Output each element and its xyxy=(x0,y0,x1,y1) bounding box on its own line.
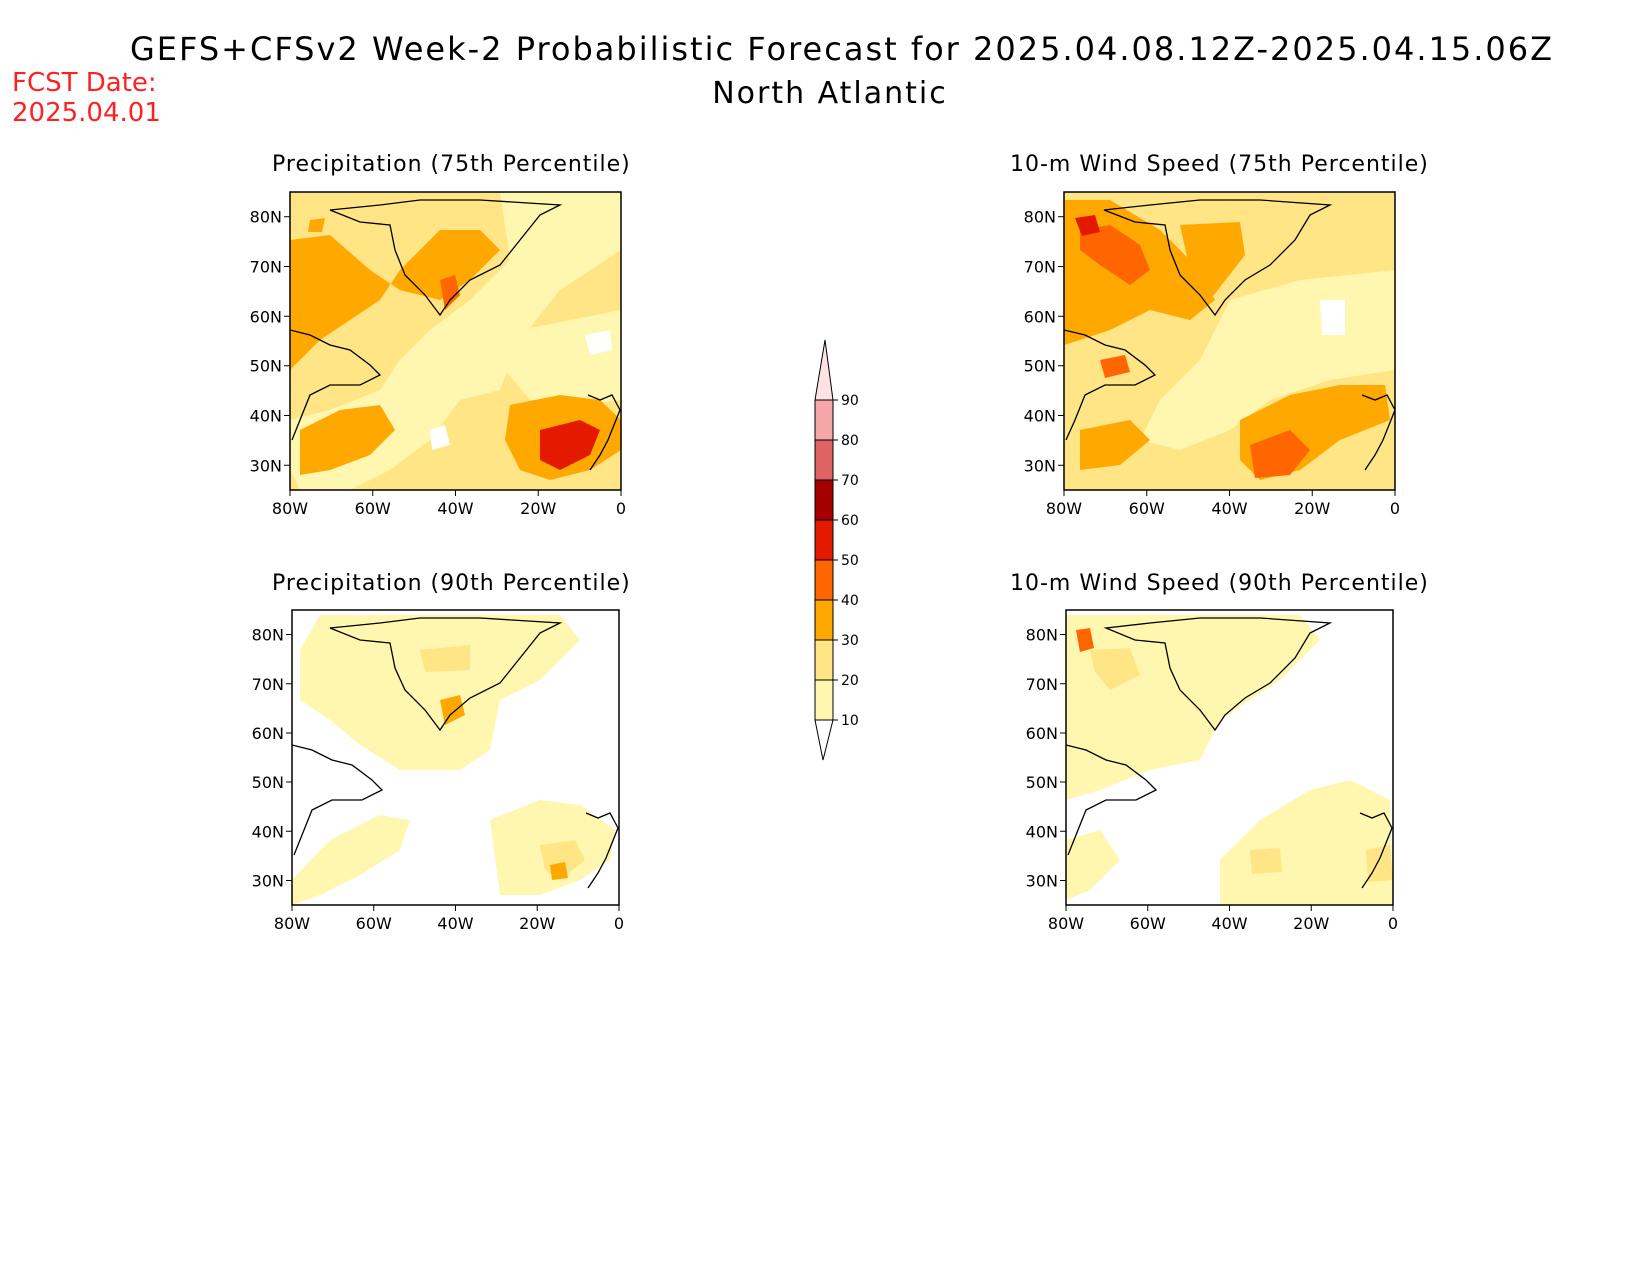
colorbar-label: 10 xyxy=(841,713,859,729)
lat-label: 50N xyxy=(1024,357,1056,376)
lon-label: 20W xyxy=(1294,499,1330,518)
coastlines xyxy=(290,199,1395,889)
colorbar-swatch xyxy=(814,519,834,561)
region-subtitle: North Atlantic xyxy=(712,76,948,111)
lat-label: 70N xyxy=(250,258,282,277)
lon-label: 60W xyxy=(1129,499,1165,518)
colorbar-label: 70 xyxy=(841,473,859,489)
lat-label: 30N xyxy=(1024,456,1056,475)
lat-label: 40N xyxy=(250,407,282,426)
forecast-date-value: 2025.04.01 xyxy=(12,98,161,128)
map-frame-precip-90 xyxy=(291,609,620,906)
colorbar-label: 90 xyxy=(841,393,859,409)
lon-label: 0 xyxy=(616,499,626,518)
lat-label: 40N xyxy=(1026,822,1058,841)
colorbar-label: 30 xyxy=(841,633,859,649)
lat-label: 30N xyxy=(1026,872,1058,891)
map-wind-90 xyxy=(1066,610,1393,905)
lon-label: 20W xyxy=(520,499,556,518)
lon-label: 80W xyxy=(1048,914,1084,933)
lon-label: 80W xyxy=(274,914,310,933)
map-frame-precip-75 xyxy=(289,191,622,491)
lat-label: 30N xyxy=(252,872,284,891)
lat-label: 60N xyxy=(1026,724,1058,743)
panel-title-wind-75: 10-m Wind Speed (75th Percentile) xyxy=(1010,152,1429,177)
lon-label: 40W xyxy=(1211,914,1247,933)
colorbar-swatch xyxy=(814,479,834,521)
lon-label: 80W xyxy=(1046,499,1082,518)
colorbar-label: 40 xyxy=(841,593,859,609)
lat-label: 50N xyxy=(252,773,284,792)
colorbar-label: 50 xyxy=(841,553,859,569)
colorbar-swatch xyxy=(814,399,834,441)
map-precip-90 xyxy=(292,610,619,905)
lat-label: 30N xyxy=(250,456,282,475)
panel-title-wind-90: 10-m Wind Speed (90th Percentile) xyxy=(1010,571,1429,596)
lon-label: 20W xyxy=(519,914,555,933)
colorbar-swatch xyxy=(814,679,834,721)
panel-title-precip-90: Precipitation (90th Percentile) xyxy=(272,571,631,596)
forecast-title: GEFS+CFSv2 Week-2 Probabilistic Forecast… xyxy=(130,30,1555,68)
map-wind-75 xyxy=(1064,192,1395,490)
lon-label: 0 xyxy=(614,914,624,933)
colorbar-top-triangle xyxy=(814,339,834,401)
map-frame-wind-90 xyxy=(1065,609,1394,906)
lon-label: 0 xyxy=(1390,499,1400,518)
lat-label: 80N xyxy=(252,625,284,644)
map-precip-75 xyxy=(290,192,621,490)
lat-label: 50N xyxy=(250,357,282,376)
lat-label: 70N xyxy=(252,675,284,694)
colorbar-label: 80 xyxy=(841,433,859,449)
lon-label: 40W xyxy=(1211,499,1247,518)
lat-label: 60N xyxy=(252,724,284,743)
lon-label: 40W xyxy=(437,914,473,933)
colorbar-swatch xyxy=(814,599,834,641)
lon-label: 60W xyxy=(1130,914,1166,933)
lat-label: 70N xyxy=(1024,258,1056,277)
colorbar-swatch xyxy=(814,559,834,601)
lat-label: 50N xyxy=(1026,773,1058,792)
colorbar-swatch xyxy=(814,439,834,481)
lon-label: 60W xyxy=(355,499,391,518)
lat-label: 80N xyxy=(250,208,282,227)
colorbar-swatch xyxy=(814,639,834,681)
lat-label: 80N xyxy=(1026,625,1058,644)
lon-label: 60W xyxy=(356,914,392,933)
colorbar-label: 60 xyxy=(841,513,859,529)
colorbar: 10 20 30 40 50 60 70 80 90 xyxy=(814,339,859,761)
lon-label: 0 xyxy=(1388,914,1398,933)
map-frame-wind-75 xyxy=(1063,191,1396,491)
colorbar-bottom-triangle xyxy=(814,719,834,761)
forecast-date-label: FCST Date: xyxy=(12,68,157,98)
lat-label: 60N xyxy=(250,307,282,326)
lon-label: 80W xyxy=(272,499,308,518)
lon-label: 20W xyxy=(1293,914,1329,933)
lat-label: 40N xyxy=(1024,407,1056,426)
lon-label: 40W xyxy=(437,499,473,518)
lat-label: 40N xyxy=(252,822,284,841)
panel-title-precip-75: Precipitation (75th Percentile) xyxy=(272,152,631,177)
forecast-date-block: FCST Date: 2025.04.01 xyxy=(12,68,161,128)
colorbar-label: 20 xyxy=(841,673,859,689)
lat-label: 80N xyxy=(1024,208,1056,227)
lat-label: 60N xyxy=(1024,307,1056,326)
lat-label: 70N xyxy=(1026,675,1058,694)
